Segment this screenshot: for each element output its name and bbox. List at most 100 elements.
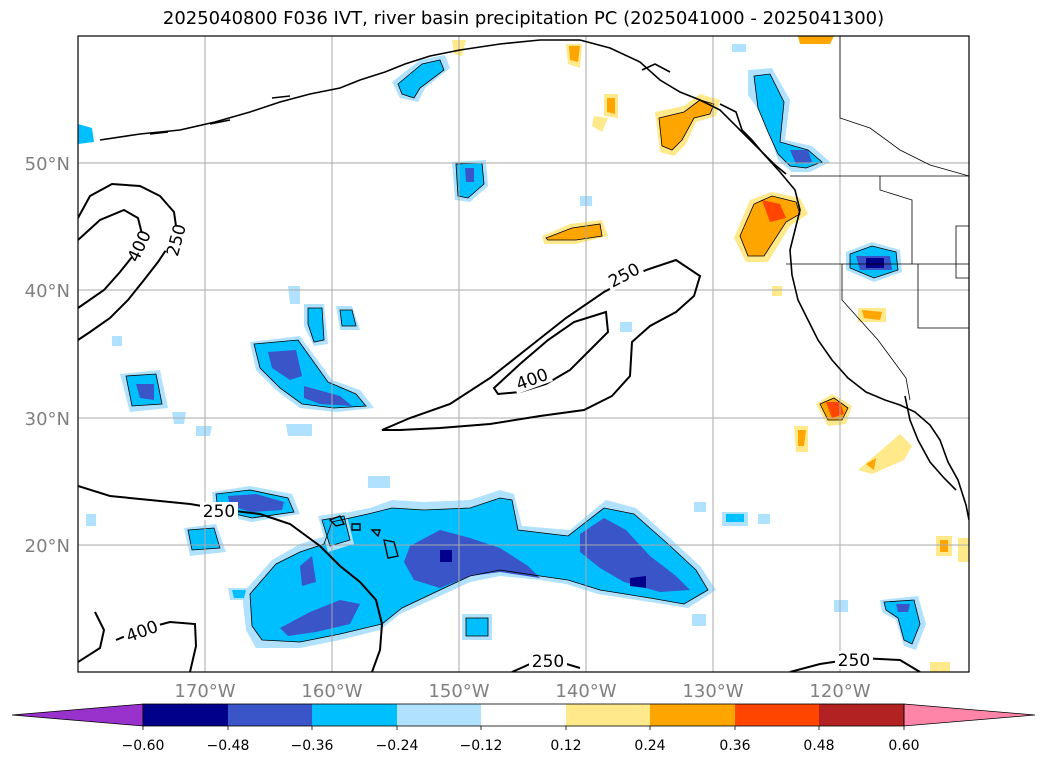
precip-negative-region [286,424,312,436]
precip-negative-region [304,386,352,406]
colorbar-segment [312,704,397,726]
hawaiian-islands [328,515,399,559]
lat-label: 30°N [25,409,70,430]
ivt-contour-labels: 400 250 250 400 250 400 250 250 [117,222,873,672]
colorbar-segment [650,704,735,726]
colorbar-extend-high [903,703,1036,727]
precip-positive-region [798,36,834,44]
precip-negative-region [300,556,316,586]
colorbar-tick-label: −0.60 [122,738,165,754]
latitude-labels: 50°N 40°N 30°N 20°N [25,154,70,557]
precip-positive-region [798,430,806,446]
lon-label: 150°W [428,681,489,702]
colorbar-segment [143,704,228,726]
map-area: 400 250 250 400 250 400 250 250 [78,36,969,672]
precip-positive-region [740,196,800,256]
lat-label: 40°N [25,281,70,302]
colorbar-tick-labels: −0.60 −0.48 −0.36 −0.24 −0.12 0.12 0.24 … [122,738,920,754]
precip-positive-region [772,286,782,296]
precip-positive-region [607,98,615,114]
colorbar-segment [819,704,904,726]
map-frame [77,35,970,673]
precip-negative-region [196,426,212,436]
colorbar-tick-label: −0.12 [460,738,503,754]
precip-negative-region [580,518,690,592]
political-borders [786,36,969,401]
colorbar-tick-label: −0.24 [376,738,419,754]
colorbar-segment [397,704,481,726]
precip-negative-region [232,590,246,598]
lon-label: 170°W [174,681,235,702]
colorbar-tick-label: −0.48 [207,738,250,754]
colorbar-tick-label: 0.24 [634,738,665,754]
precip-negative-region [896,604,910,612]
longitude-labels: 170°W 160°W 150°W 140°W 130°W 120°W [174,681,870,702]
colorbar [11,703,1036,730]
precip-negative-region [78,124,94,144]
precip-negative-region [466,618,488,636]
colorbar-segment [228,704,312,726]
precip-negative-region [398,60,444,98]
precip-positive-region [592,116,608,132]
precip-positive-region [546,224,602,240]
precip-positive-region [659,100,714,150]
precip-negative-region [834,600,848,612]
precip-positive-region [958,538,969,562]
precip-positive-region [940,540,948,552]
precip-negative-region [620,322,632,332]
precip-negative-region [884,600,920,644]
precip-fill-layer [78,36,969,672]
contour-label: 250 [838,651,870,671]
colorbar-tick-label: 0.48 [803,738,834,754]
precip-negative-region [465,168,474,182]
precip-positive-region [858,434,912,474]
precip-negative-region [112,336,122,346]
contour-label: 400 [124,617,161,647]
precip-negative-region [228,494,284,512]
precip-negative-region [288,286,300,304]
lat-label: 50°N [25,154,70,175]
colorbar-extend-low [11,703,144,727]
precip-negative-region [692,614,706,626]
precip-negative-region [268,350,302,380]
colorbar-segment [481,704,566,726]
map-gridlines [78,36,969,672]
colorbar-segment [735,704,819,726]
lon-label: 140°W [555,681,616,702]
contour-label: 400 [514,365,551,395]
precip-negative-region [630,576,646,588]
colorbar-tick-label: 0.60 [888,738,919,754]
precip-negative-region [368,476,390,488]
lon-label: 120°W [809,681,870,702]
ivt-contours [78,182,921,672]
precip-negative-region [732,44,746,52]
precip-negative-region [726,514,744,522]
lat-label: 20°N [25,536,70,557]
precip-negative-region [790,150,812,164]
colorbar-segment [566,704,650,726]
precip-positive-region [862,310,882,320]
precip-positive-region [930,662,950,672]
lon-label: 130°W [682,681,743,702]
colorbar-tick-label: 0.36 [719,738,750,754]
precip-negative-region [136,384,154,400]
colorbar-tick-label: 0.12 [550,738,581,754]
colorbar-tick-label: −0.36 [291,738,334,754]
precip-negative-region [866,258,884,268]
lon-label: 160°W [301,681,362,702]
precip-negative-region [308,308,324,342]
colorbar-outline [142,703,905,727]
contour-label: 250 [532,652,564,672]
contour-label: 250 [203,502,235,522]
precip-negative-region [86,514,96,526]
precip-positive-region [569,46,580,62]
coastlines [99,39,969,521]
precip-negative-region [280,600,360,636]
precip-negative-region [340,310,356,326]
precip-positive-region [866,458,876,470]
precip-negative-region [440,550,452,562]
map-title: 2025040800 F036 IVT, river basin precipi… [162,8,885,29]
precip-negative-region [754,74,822,168]
precip-negative-region [758,514,770,524]
